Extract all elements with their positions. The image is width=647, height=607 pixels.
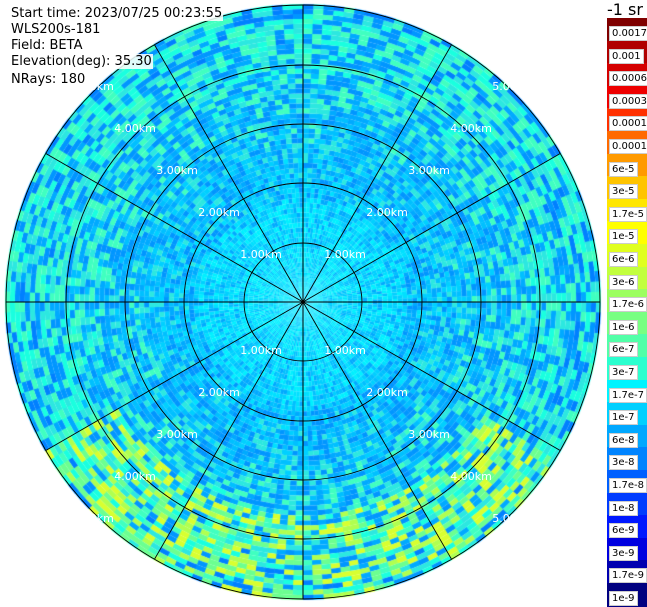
colorbar-tick-label: 1e-5 bbox=[609, 229, 638, 245]
azimuth-spoke bbox=[302, 301, 452, 560]
range-ring-label: 2.00km bbox=[198, 386, 240, 399]
range-ring-label: 3.00km bbox=[156, 428, 198, 441]
colorbar-tick-label: 6e-9 bbox=[609, 523, 638, 539]
colorbar-tick-label: 1e-6 bbox=[609, 319, 638, 335]
range-ring-label: 5.00km bbox=[72, 512, 114, 525]
colorbar-tick-label: 6e-7 bbox=[609, 342, 638, 358]
range-ring-label: 2.00km bbox=[366, 206, 408, 219]
colorbar-tick-label: 3e-7 bbox=[609, 365, 638, 380]
azimuth-spoke bbox=[45, 301, 304, 451]
range-ring-label: 1.00km bbox=[240, 344, 282, 357]
range-ring-label: 1.00km bbox=[240, 248, 282, 261]
colorbar-tick-label: 0.0001 bbox=[609, 139, 647, 154]
elevation-label: Elevation(deg): 35.30 bbox=[10, 54, 153, 69]
colorbar-tick-label: 0.0006 bbox=[609, 71, 647, 87]
range-ring-label: 5.00km bbox=[492, 512, 534, 525]
field-label: Field: BETA bbox=[10, 38, 84, 53]
colorbar-tick-label: 6e-8 bbox=[609, 432, 638, 448]
range-ring-label: 2.00km bbox=[198, 206, 240, 219]
azimuth-spoke bbox=[154, 44, 304, 303]
range-ring-labels: 1.00km 2.00km 3.00km 4.00km 5.00km 1.00km 2.00… bbox=[72, 80, 534, 525]
colorbar-tick-label: 3e-8 bbox=[609, 455, 638, 471]
instrument-label: WLS200s-181 bbox=[10, 22, 102, 37]
range-ring-label: 4.00km bbox=[114, 122, 156, 135]
colorbar-tick-label: 0.0003 bbox=[609, 93, 647, 109]
colorbar-tick-label: 1e-9 bbox=[609, 591, 638, 606]
colorbar-tick-label: 1.7e-7 bbox=[609, 387, 647, 403]
range-ring-label: 4.00km bbox=[114, 470, 156, 483]
colorbar-tick-label: 1.7e-6 bbox=[609, 297, 647, 313]
colorbar-tick-label: 1.7e-9 bbox=[609, 568, 647, 584]
range-ring-label: 1.00km bbox=[324, 344, 366, 357]
azimuth-spoke bbox=[302, 44, 452, 303]
colorbar-tick-label: 6e-5 bbox=[609, 161, 638, 177]
nrays-label: NRays: 180 bbox=[10, 72, 87, 87]
colorbar-tick-label: 0.0017 bbox=[609, 26, 647, 41]
colorbar-unit-title: -1 sr bbox=[607, 0, 643, 19]
colorbar: 0.0017 0.001 0.0006 0.0003 0.00017 0.0001 6e-5… bbox=[607, 0, 647, 607]
azimuth-spoke bbox=[302, 153, 561, 303]
colorbar-tick-label: 1e-8 bbox=[609, 500, 638, 516]
colorbar-tick-label: 0.00017 bbox=[609, 116, 647, 132]
colorbar-tick-label: 1.7e-5 bbox=[609, 206, 647, 222]
start-time-label: Start time: 2023/07/25 00:23:55 bbox=[10, 6, 224, 21]
range-ring-label: 3.00km bbox=[408, 428, 450, 441]
range-ring-label: 3.00km bbox=[408, 164, 450, 177]
azimuth-spokes bbox=[6, 5, 600, 599]
range-ring-label: 3.00km bbox=[156, 164, 198, 177]
azimuth-spoke bbox=[154, 301, 304, 560]
colorbar-tick-label: 0.001 bbox=[609, 48, 644, 64]
colorbar-tick-label: 3e-5 bbox=[609, 184, 638, 200]
range-ring-label: 4.00km bbox=[450, 470, 492, 483]
azimuth-spoke bbox=[302, 301, 561, 451]
colorbar-tick-label: 1e-7 bbox=[609, 410, 638, 426]
range-ring-label: 1.00km bbox=[324, 248, 366, 261]
range-ring-label: 2.00km bbox=[366, 386, 408, 399]
colorbar-tick-label: 1.7e-8 bbox=[609, 478, 647, 493]
range-ring-label: 4.00km bbox=[450, 122, 492, 135]
azimuth-spoke bbox=[45, 153, 304, 303]
colorbar-tick-label: 3e-6 bbox=[609, 274, 638, 290]
range-ring-label: 5.00km bbox=[492, 80, 534, 93]
range-ring-overlay: 1.00km 2.00km 3.00km 4.00km 5.00km 1.00km 2.00… bbox=[5, 4, 601, 600]
colorbar-tick-label: 6e-6 bbox=[609, 252, 638, 267]
colorbar-tick-label: 3e-9 bbox=[609, 545, 638, 561]
